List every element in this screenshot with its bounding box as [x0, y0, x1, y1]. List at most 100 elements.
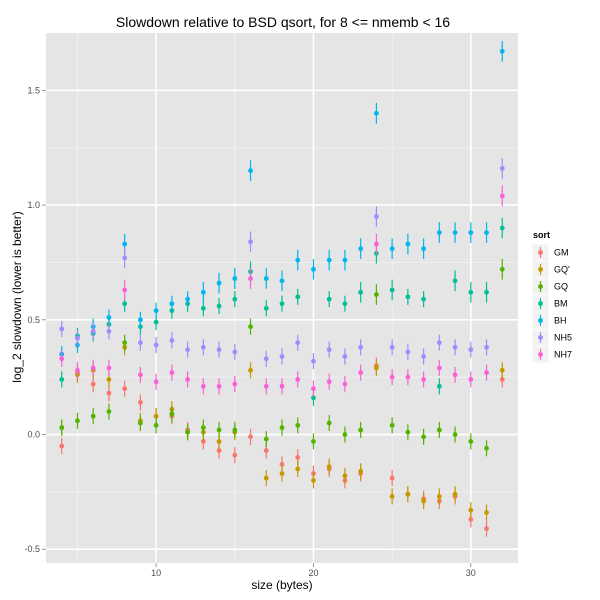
- data-point: [358, 427, 364, 433]
- data-point: [468, 230, 474, 236]
- data-point: [421, 498, 426, 504]
- data-point: [248, 434, 253, 440]
- data-point: [499, 48, 505, 54]
- data-point: [436, 427, 442, 433]
- data-point: [248, 239, 253, 245]
- data-point: [263, 448, 269, 453]
- data-point: [122, 241, 128, 247]
- data-point: [295, 455, 301, 460]
- data-point: [436, 365, 442, 371]
- data-point: [263, 276, 269, 281]
- data-point: [106, 377, 112, 382]
- data-point: [326, 296, 332, 302]
- data-point: [248, 168, 253, 174]
- data-point: [342, 381, 348, 387]
- data-point: [59, 443, 65, 449]
- data-point: [106, 409, 112, 414]
- data-point: [263, 305, 269, 311]
- data-point: [389, 494, 395, 499]
- data-point: [295, 377, 301, 382]
- data-point: [468, 438, 474, 444]
- data-point: [216, 347, 222, 353]
- data-point: [311, 438, 316, 444]
- data-point: [169, 338, 175, 343]
- data-point: [200, 383, 206, 389]
- data-point: [389, 374, 395, 380]
- data-point: [311, 395, 316, 401]
- data-point: [122, 255, 128, 261]
- data-point: [311, 478, 316, 483]
- data-point: [279, 383, 285, 389]
- data-point: [405, 374, 411, 380]
- legend-swatch-point: [538, 284, 543, 289]
- data-point: [216, 438, 222, 444]
- legend-key-bm: BM: [531, 294, 568, 313]
- data-point: [484, 230, 489, 236]
- data-point: [436, 383, 442, 389]
- data-point: [499, 367, 505, 373]
- data-point: [232, 427, 238, 433]
- data-point: [358, 344, 364, 350]
- legend-label: GQ: [554, 282, 568, 292]
- data-point: [436, 494, 442, 499]
- data-point: [216, 303, 222, 309]
- data-point: [138, 340, 143, 346]
- data-point: [122, 301, 128, 307]
- legend-key-gq: GQ': [531, 260, 570, 279]
- data-point: [75, 367, 80, 373]
- data-point: [374, 292, 379, 297]
- data-point: [484, 445, 489, 451]
- x-tick-label: 30: [466, 568, 476, 578]
- legend-label: BH: [554, 316, 567, 326]
- data-point: [389, 246, 395, 252]
- y-tick-label: -0.5: [24, 544, 40, 554]
- data-point: [342, 257, 348, 263]
- data-point: [311, 358, 316, 364]
- data-point: [200, 344, 206, 350]
- data-point: [200, 438, 206, 444]
- legend-label: NH5: [554, 333, 572, 343]
- data-point: [185, 296, 191, 302]
- data-point: [342, 432, 348, 437]
- legend-key-gm: GM: [531, 243, 569, 262]
- data-point: [185, 347, 191, 353]
- data-point: [452, 491, 458, 497]
- data-point: [279, 471, 285, 476]
- data-point: [295, 294, 301, 300]
- data-point: [75, 335, 80, 341]
- data-point: [216, 383, 222, 389]
- data-point: [405, 294, 411, 300]
- data-point: [421, 434, 426, 440]
- data-point: [389, 475, 395, 481]
- data-point: [452, 278, 458, 284]
- data-point: [311, 266, 316, 272]
- data-point: [232, 276, 238, 281]
- data-point: [326, 464, 332, 470]
- data-point: [279, 301, 285, 307]
- legend-key-gq: GQ: [531, 277, 568, 296]
- data-point: [484, 344, 489, 350]
- data-point: [421, 246, 426, 252]
- data-point: [106, 328, 112, 334]
- y-tick-label: 0.0: [27, 430, 40, 440]
- data-point: [358, 370, 364, 375]
- data-point: [90, 365, 96, 371]
- data-point: [90, 381, 96, 387]
- data-point: [138, 317, 143, 323]
- data-point: [326, 379, 332, 385]
- data-point: [59, 326, 65, 332]
- data-point: [484, 510, 489, 515]
- data-point: [499, 165, 505, 171]
- legend-title: sort: [533, 230, 550, 240]
- data-point: [185, 377, 191, 382]
- data-point: [153, 308, 159, 314]
- data-point: [169, 301, 175, 307]
- data-point: [295, 257, 301, 263]
- data-point: [122, 287, 128, 293]
- series-gq: [59, 258, 505, 457]
- data-point: [405, 429, 411, 435]
- data-point: [484, 289, 489, 295]
- data-point: [185, 429, 191, 435]
- data-point: [263, 436, 269, 442]
- data-point: [279, 461, 285, 467]
